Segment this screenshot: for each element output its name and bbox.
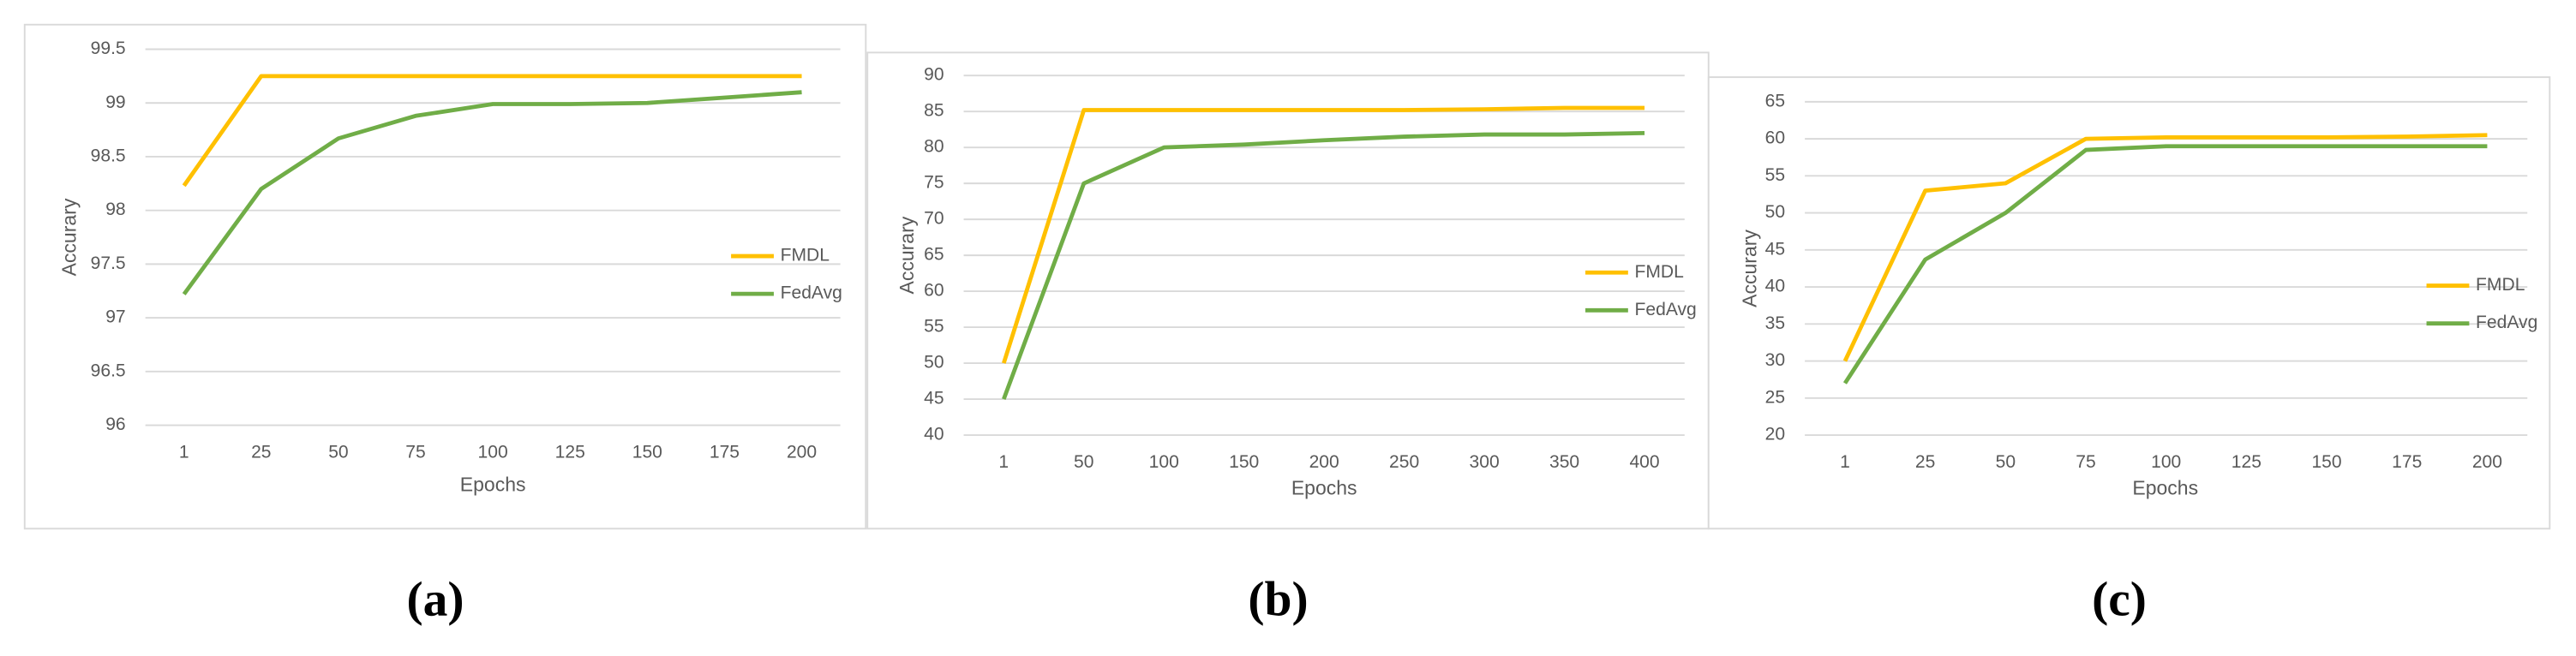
y-tick-label: 85 [924,101,944,121]
x-tick-label: 250 [1389,452,1419,472]
x-tick-label: 400 [1629,452,1659,472]
y-tick-label: 60 [924,281,944,301]
legend-label: FMDL [781,246,830,265]
y-tick-label: 75 [924,173,944,193]
panel-frame [1707,76,2551,530]
x-tick-label: 1 [998,452,1009,472]
y-axis-label: Accurary [1739,230,1761,307]
x-axis-label: Epochs [1291,476,1357,498]
y-tick-label: 30 [1765,350,1785,370]
series-line [182,90,802,295]
panel-caption: (b) [1248,573,1308,627]
x-tick-label: 25 [251,443,271,462]
legend-label: FMDL [1635,262,1685,282]
panel-frame [23,23,867,530]
y-tick-label: 35 [1765,313,1785,333]
y-tick-label: 55 [1765,165,1785,185]
series-line [1842,144,2488,385]
x-tick-label: 50 [328,443,348,462]
y-axis-label: Accurary [896,216,918,294]
legend-label: FedAvg [781,283,842,303]
x-tick-label: 100 [1149,452,1179,472]
x-tick-label: 25 [1915,452,1935,472]
x-tick-label: 150 [632,443,662,462]
x-axis-label: Epochs [460,474,526,496]
y-tick-label: 45 [924,389,944,409]
panel-caption: (a) [407,573,464,627]
series-line [1842,133,2488,362]
x-tick-label: 75 [2076,452,2095,472]
x-tick-label: 350 [1549,452,1579,472]
series-line [182,74,802,188]
y-tick-label: 96.5 [91,361,126,380]
x-tick-label: 100 [478,443,508,462]
y-tick-label: 96 [105,414,125,434]
x-tick-label: 125 [555,443,585,462]
panel-caption: (c) [2092,573,2147,627]
x-tick-label: 1 [1840,452,1850,472]
x-tick-label: 50 [1996,452,2016,472]
y-tick-label: 40 [1765,277,1785,296]
series-line [1002,130,1645,400]
x-tick-label: 125 [2232,452,2261,472]
y-axis-label: Accurary [58,198,81,276]
x-tick-label: 100 [2151,452,2181,472]
x-tick-label: 200 [1309,452,1339,472]
x-tick-label: 200 [2472,452,2502,472]
y-tick-label: 25 [1765,387,1785,407]
x-tick-label: 200 [787,443,817,462]
y-tick-label: 55 [924,317,944,337]
x-tick-label: 175 [2392,452,2422,472]
x-tick-label: 1 [179,443,189,462]
y-tick-label: 97 [105,307,125,327]
x-tick-label: 175 [710,443,740,462]
legend-label: FedAvg [1635,300,1697,319]
x-axis-label: Epochs [2132,476,2198,498]
y-tick-label: 70 [924,209,944,229]
y-tick-label: 20 [1765,425,1785,444]
y-tick-label: 50 [1765,202,1785,222]
legend-label: FMDL [2476,275,2525,295]
y-tick-label: 50 [924,353,944,373]
x-tick-label: 50 [1074,452,1093,472]
legend-label: FedAvg [2476,313,2537,332]
y-tick-label: 98 [105,200,125,219]
y-tick-label: 99.5 [91,39,126,58]
series-line [1002,105,1645,364]
x-tick-label: 75 [405,443,425,462]
y-tick-label: 60 [1765,128,1785,148]
y-tick-label: 90 [924,65,944,85]
y-tick-label: 40 [924,425,944,444]
y-tick-label: 65 [1765,91,1785,110]
y-tick-label: 97.5 [91,253,126,273]
y-tick-label: 99 [105,92,125,112]
y-tick-label: 65 [924,245,944,265]
y-tick-label: 98.5 [91,146,126,166]
x-tick-label: 150 [2311,452,2341,472]
x-tick-label: 150 [1229,452,1259,472]
y-tick-label: 80 [924,137,944,157]
x-tick-label: 300 [1470,452,1500,472]
y-tick-label: 45 [1765,239,1785,259]
